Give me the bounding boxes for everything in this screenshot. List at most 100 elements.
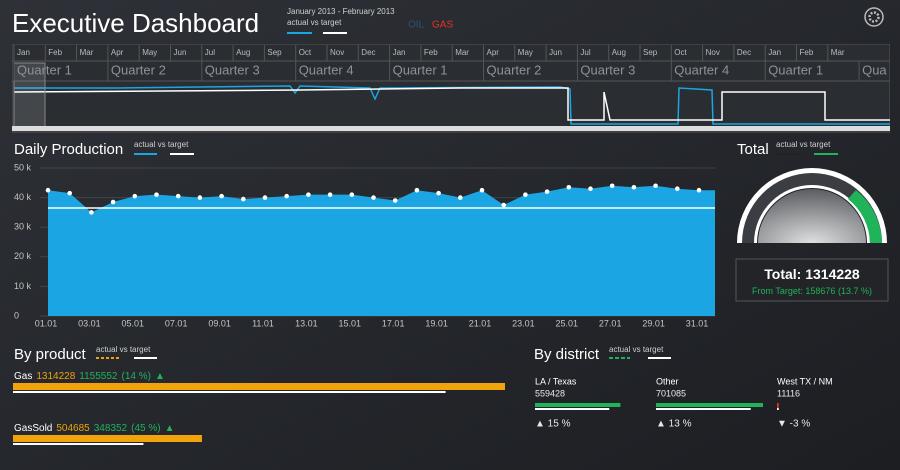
legend-vs: vs [800,140,808,149]
month-label[interactable]: Aug [236,48,250,57]
month-label[interactable]: Sep [267,48,282,57]
quarter-label[interactable]: Quarter 4 [299,62,354,77]
data-point[interactable] [175,193,181,199]
data-point[interactable] [327,192,333,197]
data-point[interactable] [675,186,680,192]
month-label[interactable]: Nov [330,48,344,57]
month-label[interactable]: Feb [800,48,814,57]
month-label[interactable]: Oct [674,48,687,57]
quarter-label[interactable]: Quarter 2 [487,62,542,77]
month-label[interactable]: Jan [393,48,406,57]
filter[interactable]: GAS [432,20,453,31]
data-point[interactable] [544,189,550,194]
data-point[interactable] [45,187,51,193]
month-label[interactable]: Mar [831,48,845,57]
month-label[interactable]: Feb [48,48,62,57]
month-label[interactable]: Dec [361,48,375,57]
data-point[interactable] [284,193,290,199]
y-tick-label: 50 k [14,162,32,172]
data-point[interactable] [306,192,311,197]
data-point[interactable] [609,183,615,189]
quarter-label[interactable]: Quarter 2 [111,62,166,77]
data-point[interactable] [371,195,376,200]
quarter-label[interactable]: Qua [862,62,887,77]
x-tick-label: 19.01 [425,318,448,328]
x-tick-label: 25.01 [556,318,579,328]
month-label[interactable]: May [142,48,157,57]
data-point[interactable] [132,193,138,199]
actual-bar [535,403,621,407]
legend-actual: actual [134,140,156,149]
district-change: ▲ 15 % [535,419,571,430]
x-tick-label: 07.01 [165,318,188,328]
month-label[interactable]: Jan [768,48,781,57]
timeline-actual [14,85,890,125]
month-label[interactable]: Aug [612,48,626,57]
month-label[interactable]: Oct [299,48,312,57]
from-target-percent: (13.7 %) [838,286,872,296]
timeline[interactable]: Jan Feb Mar Apr May Jun Jul Aug Sep Oct Nov Dec Jan F… [12,44,890,133]
legend: actual vs target [609,345,664,354]
month-label[interactable]: Jul [205,48,215,57]
month-label[interactable]: Dec [737,48,751,57]
data-point[interactable] [197,195,203,200]
x-tick-label: 01.01 [35,318,58,328]
district-value: 11116 [777,388,800,398]
area [48,185,715,316]
data-point[interactable] [392,198,398,203]
district-value: 701085 [656,388,686,398]
quarter-label[interactable]: Quarter 1 [768,62,823,77]
month-label[interactable]: Apr [487,48,500,57]
month-label[interactable]: Jun [549,48,562,57]
data-point[interactable] [219,193,224,199]
month-label[interactable]: Mar [455,48,469,57]
data-point[interactable] [414,187,420,193]
quarter-label[interactable]: Quarter 4 [674,62,729,77]
filter[interactable]: OIL [408,20,425,31]
data-point[interactable] [631,184,637,190]
month-label[interactable]: Mar [80,48,94,57]
timeline-scrollbar[interactable] [12,126,890,131]
data-point[interactable] [262,195,268,200]
data-point[interactable] [89,210,94,215]
quarter-label[interactable]: Quarter 1 [17,62,72,77]
x-tick-label: 15.01 [339,318,362,328]
district-name: West TX / NM [777,376,833,386]
data-point[interactable] [566,184,572,190]
month-label[interactable]: Feb [424,48,438,57]
legend-actual: actual [287,18,309,27]
month-label[interactable]: Jun [174,48,187,57]
data-point[interactable] [349,192,355,197]
x-tick-label: 09.01 [208,318,231,328]
month-label[interactable]: Sep [643,48,658,57]
data-point[interactable] [110,199,116,205]
data-point[interactable] [479,187,485,193]
settings-icon[interactable] [864,7,884,27]
data-point[interactable] [458,195,463,200]
month-label[interactable]: May [518,48,533,57]
data-point[interactable] [653,183,658,189]
month-label[interactable]: Jul [580,48,590,57]
date-range: January 2013 - February 2013 [287,7,395,16]
data-point[interactable] [67,190,72,196]
quarter-label[interactable]: Quarter 3 [580,62,635,77]
quarter-label[interactable]: Quarter 1 [393,62,448,77]
data-point[interactable] [588,186,593,192]
settings-gear[interactable] [868,11,880,23]
settings-ring[interactable] [864,7,884,27]
data-point[interactable] [241,196,246,202]
quarter-label[interactable]: Quarter 3 [205,62,260,77]
y-tick-label: 10 k [14,281,32,291]
product-label: Gas 1314228 1155552 (14 %) ▲ [14,371,165,382]
data-point[interactable] [436,190,441,196]
data-point[interactable] [696,187,702,193]
data-point[interactable] [154,192,159,197]
total-number: 1314228 [805,266,860,282]
data-point[interactable] [501,202,507,208]
legend-actual: actual [609,345,631,354]
month-label[interactable]: Nov [706,48,720,57]
month-label[interactable]: Jan [17,48,30,57]
month-label[interactable]: Apr [111,48,124,57]
data-point[interactable] [523,192,528,197]
